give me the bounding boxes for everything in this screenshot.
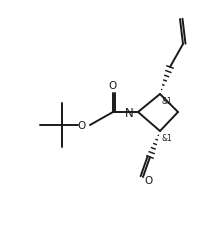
Text: O: O — [78, 120, 86, 130]
Text: N: N — [125, 107, 133, 120]
Text: O: O — [109, 81, 117, 91]
Text: O: O — [145, 175, 153, 185]
Text: &1: &1 — [162, 97, 173, 106]
Text: &1: &1 — [162, 134, 173, 143]
